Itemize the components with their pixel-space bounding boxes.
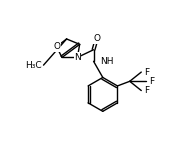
Text: NH: NH xyxy=(100,57,113,66)
Text: F: F xyxy=(144,86,149,95)
Text: F: F xyxy=(144,68,149,77)
Text: O: O xyxy=(53,42,60,51)
Text: H₃C: H₃C xyxy=(25,61,42,70)
Text: N: N xyxy=(74,53,81,62)
Text: O: O xyxy=(93,35,100,44)
Text: F: F xyxy=(149,77,154,86)
